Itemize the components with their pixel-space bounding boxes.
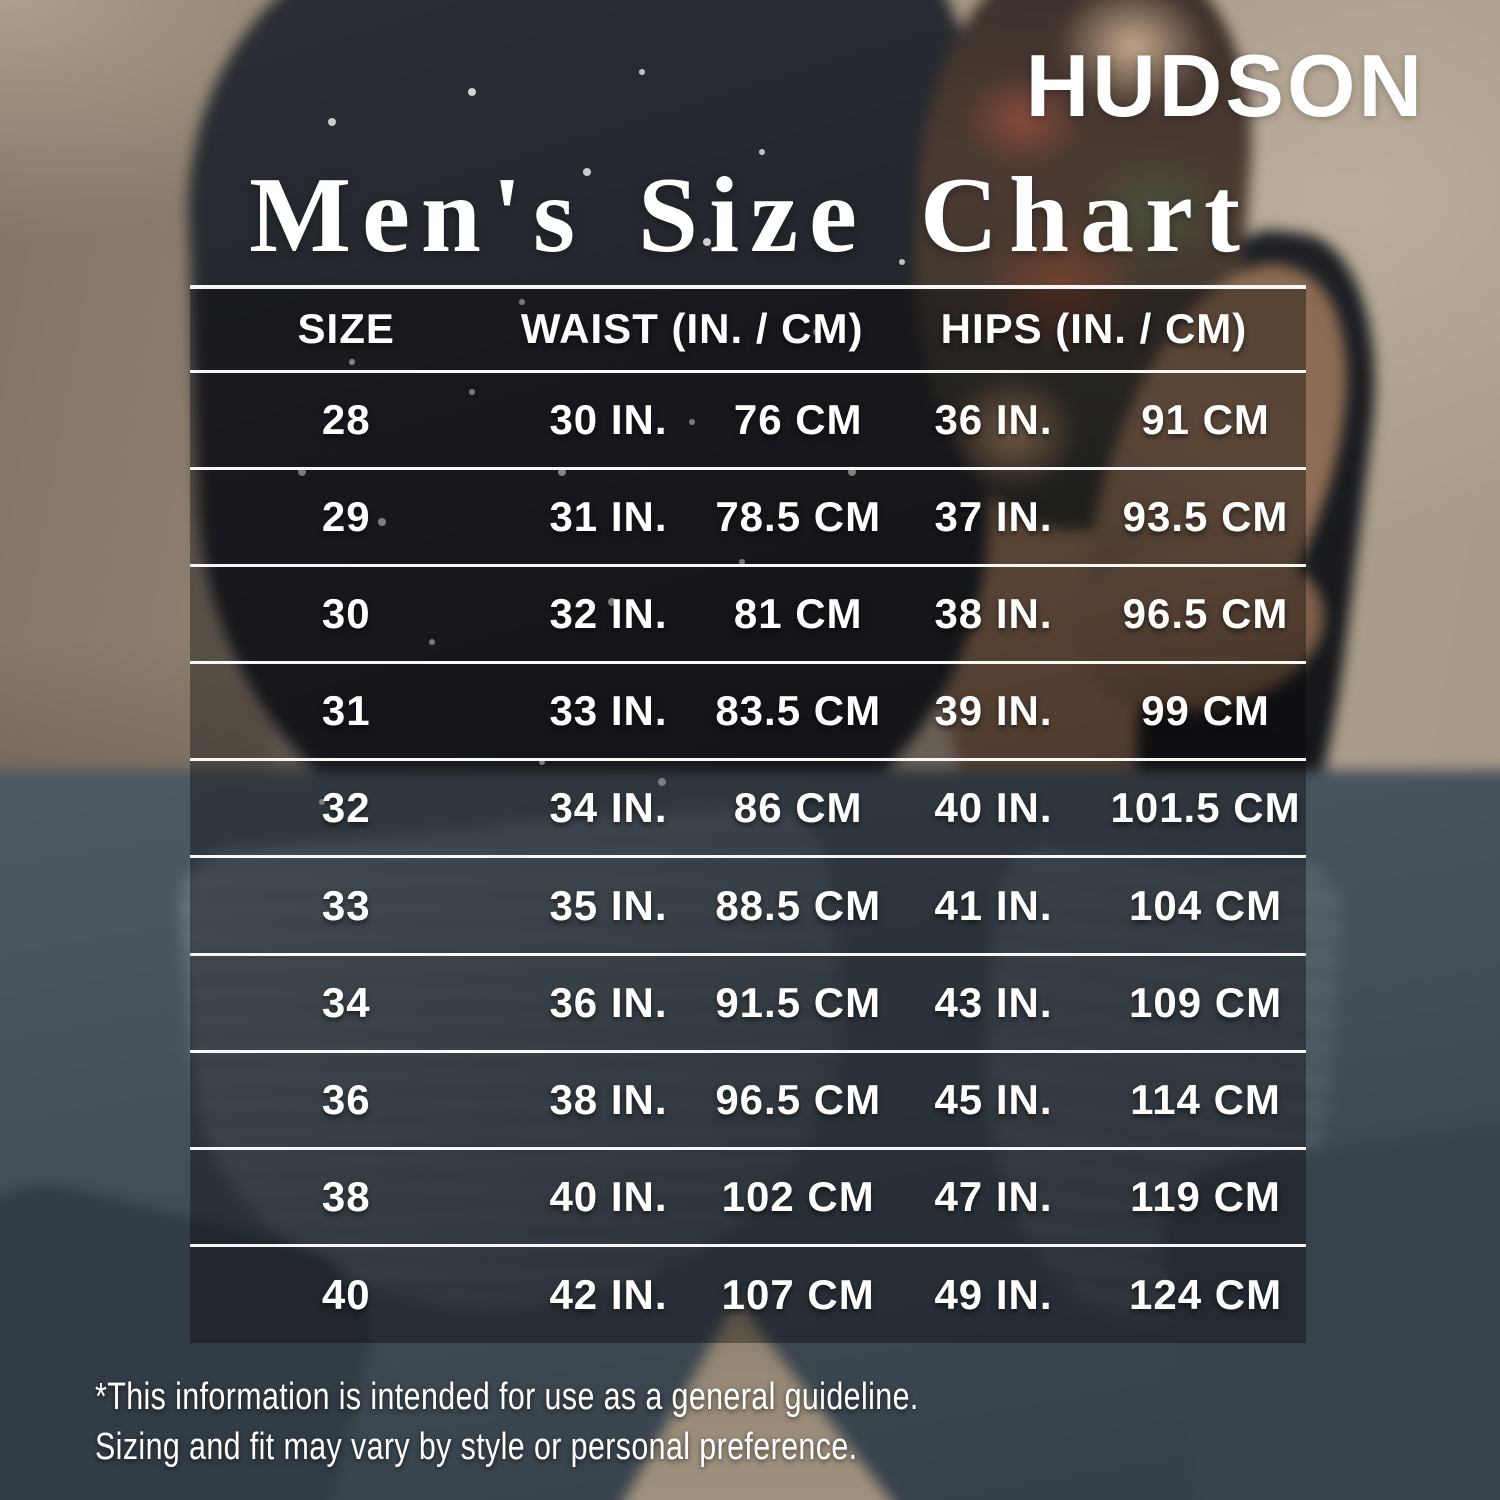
brand-logo: HUDSON xyxy=(1025,36,1425,135)
col-header-waist: WAIST (IN. / CM) xyxy=(520,305,864,353)
hips-in-cell: 37 IN. xyxy=(934,492,1053,540)
page-title: Men's Size Chart xyxy=(249,156,1251,275)
hips-cm-cell: 124 CM xyxy=(1129,1271,1283,1319)
table-row: 32 34 IN. 86 CM 40 IN. 101.5 CM xyxy=(190,760,1306,857)
waist-in-cell: 34 IN. xyxy=(549,784,668,832)
table-row: 38 40 IN. 102 CM 47 IN. 119 CM xyxy=(190,1149,1306,1246)
size-cell: 32 xyxy=(321,784,371,832)
hips-cm-cell: 109 CM xyxy=(1129,978,1283,1026)
hips-cm-cell: 96.5 CM xyxy=(1122,589,1289,637)
hips-in-cell: 39 IN. xyxy=(934,687,1053,735)
waist-cm-cell: 96.5 CM xyxy=(715,1075,882,1123)
table-overlay-panel: SIZE WAIST (IN. / CM) HIPS (IN. / CM) 28… xyxy=(190,285,1306,1343)
hips-in-cell: 40 IN. xyxy=(934,784,1053,832)
waist-cm-cell: 81 CM xyxy=(733,589,863,637)
hips-in-cell: 38 IN. xyxy=(934,589,1053,637)
size-cell: 33 xyxy=(321,881,371,929)
table-row: 28 30 IN. 76 CM 36 IN. 91 CM xyxy=(190,371,1306,469)
waist-in-cell: 40 IN. xyxy=(549,1173,668,1221)
size-cell: 38 xyxy=(321,1173,371,1221)
hips-cm-cell: 119 CM xyxy=(1130,1173,1281,1221)
size-cell: 40 xyxy=(321,1271,371,1319)
waist-in-cell: 38 IN. xyxy=(549,1075,668,1123)
table-row: 33 35 IN. 88.5 CM 41 IN. 104 CM xyxy=(190,857,1306,955)
size-cell: 36 xyxy=(321,1075,371,1123)
table-row: 40 42 IN. 107 CM 49 IN. 124 CM xyxy=(190,1246,1306,1343)
waist-in-cell: 32 IN. xyxy=(549,589,668,637)
size-cell: 31 xyxy=(321,687,371,735)
hips-in-cell: 43 IN. xyxy=(934,978,1053,1026)
waist-cm-cell: 102 CM xyxy=(721,1173,875,1221)
size-cell: 29 xyxy=(321,492,371,540)
table-row: 36 38 IN. 96.5 CM 45 IN. 114 CM xyxy=(190,1051,1306,1149)
col-header-size: SIZE xyxy=(297,305,395,353)
waist-in-cell: 31 IN. xyxy=(549,492,668,540)
hips-in-cell: 41 IN. xyxy=(934,881,1053,929)
footnote-line-2: Sizing and fit may vary by style or pers… xyxy=(95,1426,858,1469)
waist-cm-cell: 107 CM xyxy=(721,1271,875,1319)
hips-cm-cell: 93.5 CM xyxy=(1122,492,1289,540)
waist-in-cell: 30 IN. xyxy=(549,395,668,443)
waist-cm-cell: 86 CM xyxy=(733,784,863,832)
size-cell: 34 xyxy=(321,978,371,1026)
waist-cm-cell: 78.5 CM xyxy=(715,492,882,540)
waist-cm-cell: 83.5 CM xyxy=(715,687,882,735)
hips-cm-cell: 104 CM xyxy=(1129,881,1283,929)
hips-cm-cell: 101.5 CM xyxy=(1110,784,1301,832)
size-cell: 28 xyxy=(321,395,371,443)
size-table: SIZE WAIST (IN. / CM) HIPS (IN. / CM) 28… xyxy=(190,285,1306,1343)
paint-speckles xyxy=(0,0,4,4)
hips-in-cell: 45 IN. xyxy=(934,1075,1053,1123)
size-cell: 30 xyxy=(321,589,371,637)
waist-cm-cell: 91.5 CM xyxy=(715,978,882,1026)
waist-cm-cell: 76 CM xyxy=(733,395,863,443)
waist-in-cell: 33 IN. xyxy=(549,687,668,735)
hips-cm-cell: 99 CM xyxy=(1141,687,1270,735)
hips-in-cell: 47 IN. xyxy=(934,1173,1053,1221)
footnote-line-1: *This information is intended for use as… xyxy=(95,1376,919,1418)
hips-cm-cell: 91 CM xyxy=(1141,395,1270,443)
table-header-row: SIZE WAIST (IN. / CM) HIPS (IN. / CM) xyxy=(190,287,1306,371)
waist-in-cell: 42 IN. xyxy=(549,1271,668,1319)
hips-in-cell: 36 IN. xyxy=(934,395,1053,443)
table-row: 34 36 IN. 91.5 CM 43 IN. 109 CM xyxy=(190,954,1306,1052)
col-header-hips: HIPS (IN. / CM) xyxy=(940,305,1248,353)
table-row: 29 31 IN. 78.5 CM 37 IN. 93.5 CM xyxy=(190,468,1306,566)
hips-in-cell: 49 IN. xyxy=(934,1271,1053,1319)
table-row: 31 33 IN. 83.5 CM 39 IN. 99 CM xyxy=(190,663,1306,760)
waist-in-cell: 35 IN. xyxy=(549,881,668,929)
waist-in-cell: 36 IN. xyxy=(549,978,668,1026)
hips-cm-cell: 114 CM xyxy=(1130,1075,1281,1123)
waist-cm-cell: 88.5 CM xyxy=(715,881,882,929)
table-row: 30 32 IN. 81 CM 38 IN. 96.5 CM xyxy=(190,565,1306,663)
footnote: *This information is intended for use as… xyxy=(95,1372,919,1472)
